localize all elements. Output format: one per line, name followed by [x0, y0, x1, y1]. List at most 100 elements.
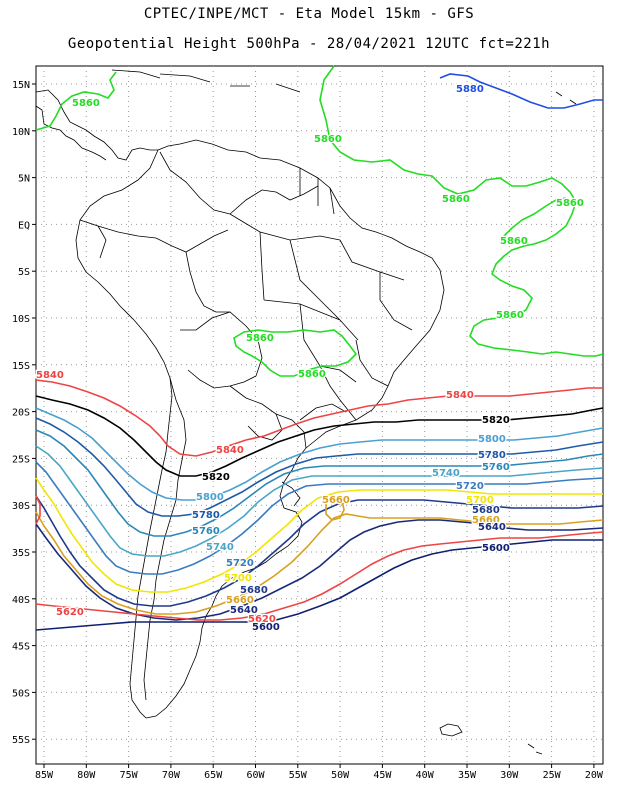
contours: [35, 65, 604, 631]
label-5720: 5720: [456, 481, 484, 492]
label-5660: 5660: [472, 515, 500, 526]
lat-label: 20S: [12, 408, 30, 419]
atlantic-islands: [555, 91, 577, 105]
label-5780: 5780: [192, 510, 220, 521]
lat-label: 15S: [12, 361, 30, 372]
south-georgia: [527, 743, 543, 755]
label-5620: 5620: [248, 614, 276, 625]
label-5600: 5600: [482, 543, 510, 554]
contour-5840: [35, 379, 603, 457]
label-5860: 5860: [442, 194, 470, 205]
longitude-axis: 85W 80W 75W 70W 65W 60W 55W 50W 45W 40W 35W 30W 25W 2…: [35, 764, 604, 781]
label-5840: 5840: [36, 370, 64, 381]
contour-5660-cutoff: [325, 495, 345, 521]
lon-label: 50W: [331, 770, 350, 781]
label-5880: 5880: [456, 84, 484, 95]
label-5640: 5640: [478, 522, 506, 533]
label-5600: 5600: [252, 622, 280, 633]
lat-label: 15N: [12, 80, 30, 91]
lon-label: 35W: [458, 770, 477, 781]
label-5660: 5660: [322, 495, 350, 506]
lat-label: 5N: [18, 174, 30, 185]
label-5680: 5680: [240, 585, 268, 596]
lon-label: 65W: [204, 770, 223, 781]
contour-5800: [35, 407, 604, 501]
label-5840: 5840: [446, 390, 474, 401]
label-5660: 5660: [226, 595, 254, 606]
contour-5600: [35, 539, 603, 631]
contour-5660: [35, 511, 604, 615]
falkland-islands: [439, 723, 463, 737]
border-brazil-argentina: [275, 413, 307, 449]
lon-label: 75W: [120, 770, 139, 781]
border-chile-argentina: [143, 377, 187, 701]
label-5860: 5860: [298, 369, 326, 380]
contour-5780: [35, 417, 604, 517]
border-ecuador: [79, 219, 107, 259]
label-5800: 5800: [196, 492, 224, 503]
lat-label: 10N: [12, 127, 30, 138]
label-5860: 5860: [314, 134, 342, 145]
map-frame: [35, 65, 604, 765]
lon-label: 55W: [289, 770, 308, 781]
border-venezuela-brazil: [229, 185, 319, 215]
label-5720: 5720: [226, 558, 254, 569]
map-title: CPTEC/INPE/MCT - Eta Model 15km - GFS: [143, 6, 475, 22]
contour-5840-west-edge: [35, 495, 41, 525]
lon-label: 60W: [246, 770, 265, 781]
contour-5680: [35, 495, 604, 607]
lon-label: 85W: [35, 770, 54, 781]
lat-label: 40S: [12, 595, 30, 606]
label-5860: 5860: [72, 98, 100, 109]
latitude-axis: 15N 10N 5N EQ 5S 10S 15S 20S 25S 30S 35S 40S 45S 50S 5…: [12, 80, 36, 746]
contour-5860-central: [233, 329, 358, 377]
lon-label: 70W: [162, 770, 181, 781]
lat-label: EQ: [18, 220, 30, 231]
label-5860: 5860: [246, 333, 274, 344]
lat-label: 30S: [12, 501, 30, 512]
label-5840: 5840: [216, 445, 244, 456]
border-colombia-venezuela: [159, 151, 231, 215]
label-5680: 5680: [472, 505, 500, 516]
contour-5860-northwest: [35, 71, 117, 131]
lon-label: 45W: [373, 770, 392, 781]
label-5820: 5820: [482, 415, 510, 426]
border-guianas: [299, 168, 335, 215]
label-5860: 5860: [500, 236, 528, 247]
lon-label: 20W: [585, 770, 604, 781]
contour-5820: [35, 395, 604, 477]
label-5760: 5760: [482, 462, 510, 473]
contour-5620: [35, 531, 604, 621]
contour-5760: [35, 429, 604, 537]
label-5760: 5760: [192, 526, 220, 537]
lon-label: 80W: [77, 770, 96, 781]
label-5740: 5740: [206, 542, 234, 553]
south-america-coast: [145, 139, 445, 719]
lon-label: 30W: [500, 770, 519, 781]
label-5640: 5640: [230, 605, 258, 616]
lat-label: 5S: [18, 267, 30, 278]
lon-label: 25W: [543, 770, 562, 781]
lat-label: 35S: [12, 548, 30, 559]
border-uruguay: [281, 481, 301, 507]
contour-5740: [35, 445, 604, 557]
label-5620: 5620: [56, 607, 84, 618]
label-5800: 5800: [478, 434, 506, 445]
contour-5640: [35, 519, 604, 621]
contour-5880: [439, 73, 603, 109]
lat-label: 10S: [12, 314, 30, 325]
border-peru-brazil: [185, 251, 230, 313]
label-5700: 5700: [224, 573, 252, 584]
contour-labels: 5880 5860 5860 5860 5860 5860 5860 5860 …: [35, 83, 585, 635]
map-subtitle: Geopotential Height 500hPa - 28/04/2021 …: [67, 36, 551, 52]
lat-label: 45S: [12, 642, 30, 653]
lat-label: 55S: [12, 735, 30, 746]
contour-5860-east: [499, 197, 567, 241]
contour-5720: [35, 461, 604, 575]
label-5780: 5780: [478, 450, 506, 461]
label-5860: 5860: [556, 198, 584, 209]
label-5700: 5700: [466, 495, 494, 506]
lat-label: 25S: [12, 454, 30, 465]
contour-5700: [35, 477, 603, 593]
